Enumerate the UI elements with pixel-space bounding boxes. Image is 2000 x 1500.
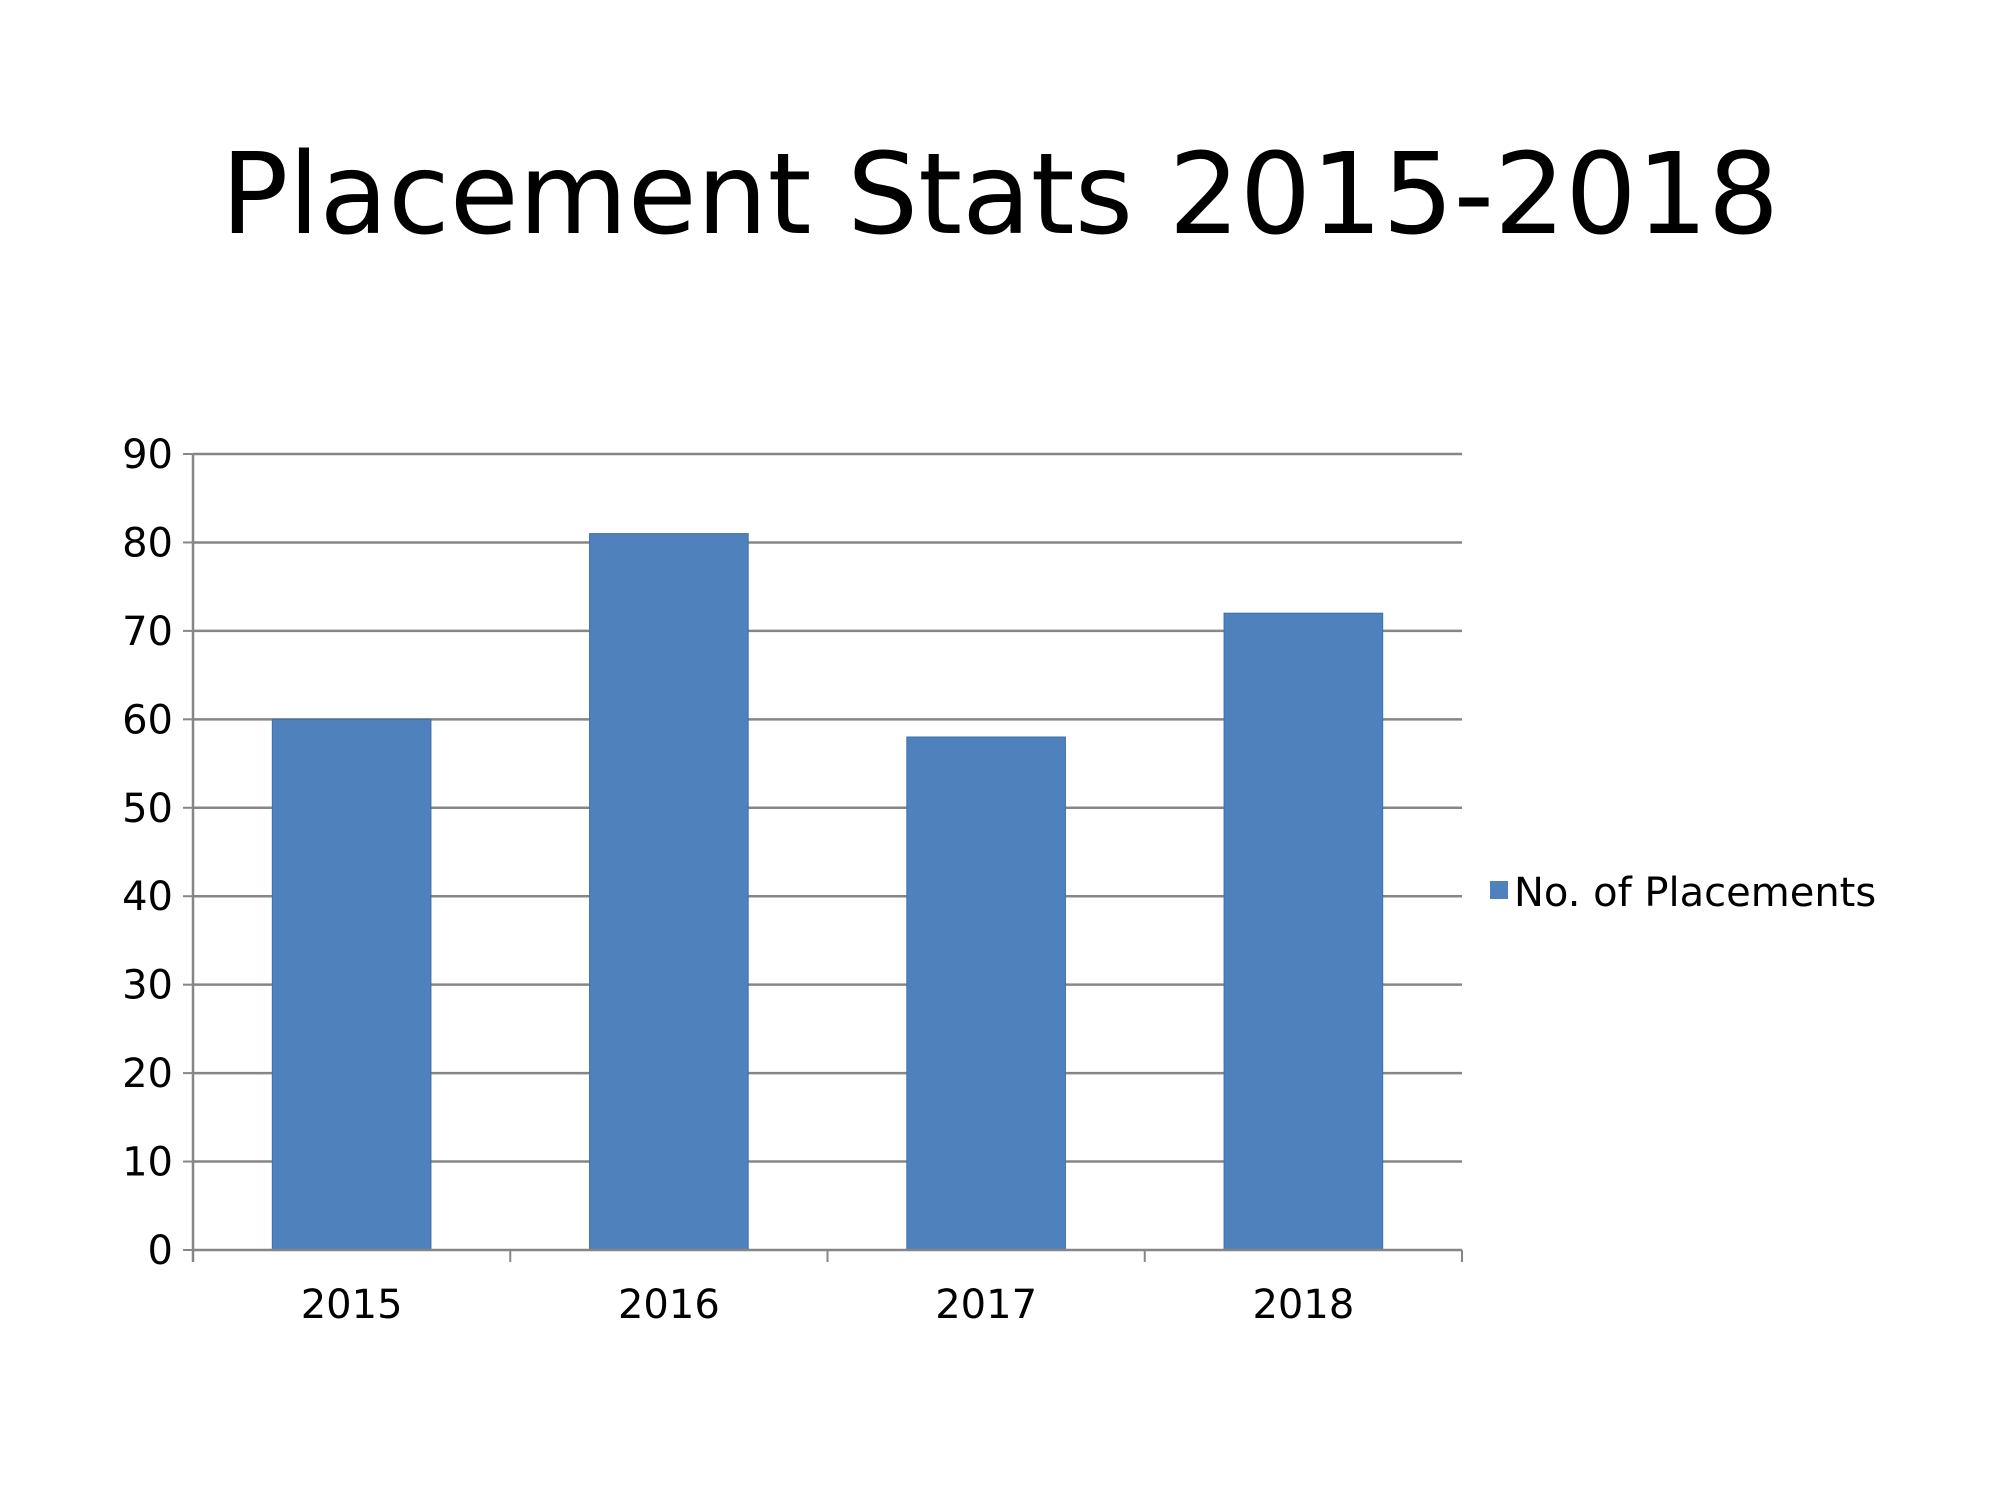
x-tick-label: 2017 — [935, 1282, 1037, 1328]
y-tick-label: 0 — [148, 1228, 173, 1274]
legend-label: No. of Placements — [1514, 870, 1876, 916]
bar-2015 — [271, 718, 432, 1251]
y-tick-label: 30 — [122, 963, 173, 1009]
y-tick-label: 80 — [122, 520, 173, 566]
slide-title: Placement Stats 2015-2018 — [220, 130, 1780, 260]
x-tick-label: 2018 — [1252, 1282, 1354, 1328]
bar-2016 — [589, 533, 749, 1251]
y-tick-label: 60 — [122, 697, 173, 743]
y-tick-label: 50 — [122, 786, 173, 832]
legend-swatch — [1490, 881, 1508, 899]
x-tick-label: 2015 — [301, 1282, 403, 1328]
axes — [183, 453, 1463, 1262]
bar-2018 — [1223, 612, 1384, 1251]
bar-2017 — [906, 736, 1066, 1251]
y-tick-label: 10 — [122, 1140, 173, 1186]
bars — [271, 533, 1384, 1251]
y-tick-label: 40 — [122, 874, 173, 920]
x-tick-label: 2016 — [618, 1282, 720, 1328]
legend: No. of Placements — [1490, 870, 1876, 916]
y-tick-label: 90 — [122, 432, 173, 478]
tick-labels: 0 10 20 30 40 50 60 70 80 90 2015 2016 2017 2018 — [122, 432, 1354, 1328]
y-tick-label: 20 — [122, 1051, 173, 1097]
y-tick-label: 70 — [122, 609, 173, 655]
